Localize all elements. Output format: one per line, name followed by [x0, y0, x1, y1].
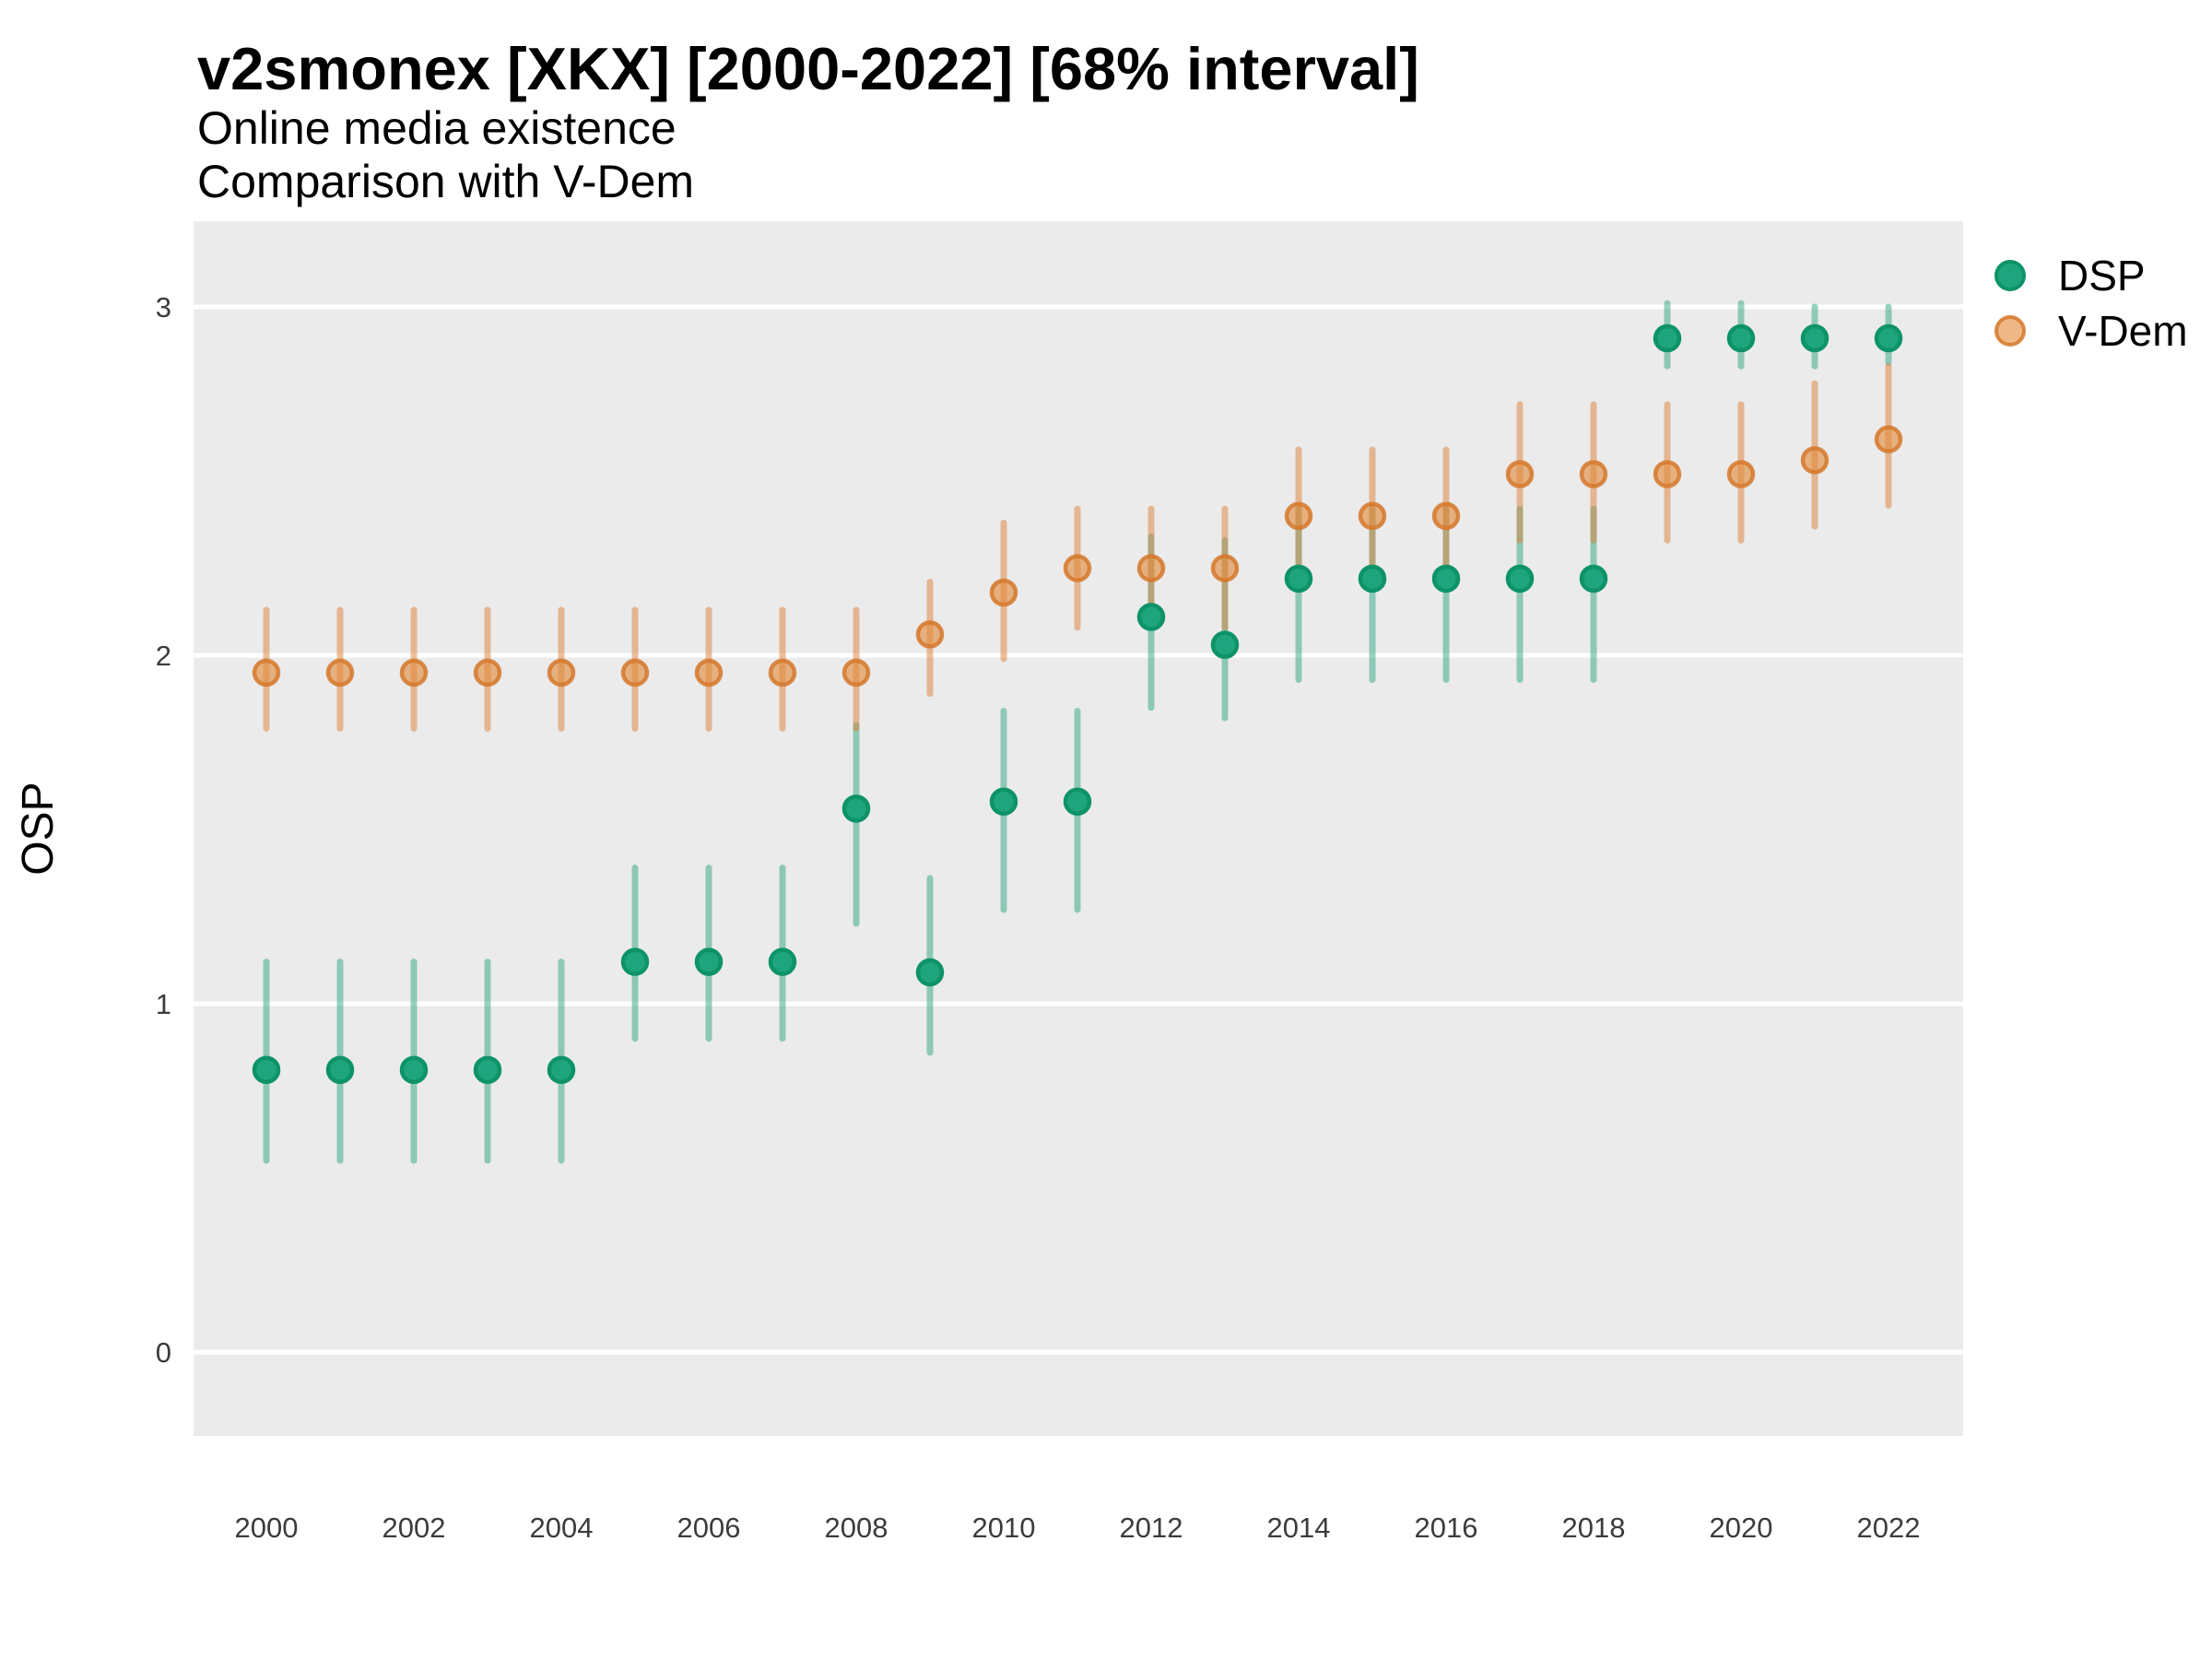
dsp-point-2014	[1284, 564, 1313, 594]
vdem-point-2014	[1284, 501, 1313, 531]
vdem-point-2016	[1431, 501, 1461, 531]
dsp-point-2018	[1579, 564, 1608, 594]
legend: DSP V-Dem	[1994, 252, 2188, 355]
vdem-point-2015	[1358, 501, 1387, 531]
vdem-point-2003	[473, 658, 502, 688]
y-tick-2: 2	[156, 640, 171, 672]
y-axis-labels: 3 2 1 0	[156, 291, 171, 1369]
chart-title: v2smonex [XKX] [2000-2022] [68% interval…	[197, 35, 1419, 102]
x-tick-2004: 2004	[530, 1512, 594, 1544]
dsp-point-2016	[1431, 564, 1461, 594]
x-tick-2020: 2020	[1710, 1512, 1773, 1544]
dsp-point-2004	[547, 1055, 576, 1085]
dsp-point-2008	[841, 794, 871, 823]
dsp-point-2009	[915, 958, 945, 987]
x-tick-2016: 2016	[1415, 1512, 1478, 1544]
x-tick-2000: 2000	[235, 1512, 299, 1544]
chart-subtitle-line1: Online media existence	[197, 102, 677, 154]
x-tick-2018: 2018	[1562, 1512, 1626, 1544]
dsp-point-2011	[1063, 787, 1092, 817]
vdem-point-2009	[915, 620, 945, 649]
dsp-point-2005	[620, 947, 650, 976]
dsp-point-2012	[1136, 603, 1166, 631]
dsp-point-2020	[1726, 324, 1756, 353]
vdem-point-2004	[547, 658, 576, 688]
vdem-point-2012	[1136, 554, 1166, 582]
vdem-point-2007	[768, 658, 797, 688]
vdem-point-2018	[1579, 460, 1608, 488]
x-tick-2022: 2022	[1857, 1512, 1921, 1544]
vdem-point-2020	[1726, 460, 1756, 488]
x-axis-labels: 2000 2002 2004 2006 2008 2010 2012 2014 2016 2018…	[235, 1512, 1921, 1544]
dsp-point-2010	[989, 787, 1018, 817]
vdem-point-2010	[989, 578, 1018, 607]
x-tick-2014: 2014	[1267, 1512, 1331, 1544]
vdem-point-2008	[841, 658, 871, 688]
dsp-point-2019	[1653, 324, 1682, 353]
y-tick-0: 0	[156, 1336, 171, 1369]
dsp-point-2002	[399, 1055, 429, 1085]
y-tick-3: 3	[156, 291, 171, 324]
y-tick-1: 1	[156, 988, 171, 1020]
vdem-point-2006	[694, 658, 724, 688]
dsp-points-layer	[252, 324, 1903, 1085]
legend-label-dsp: DSP	[2058, 252, 2146, 300]
dsp-point-2022	[1874, 324, 1903, 353]
legend-marker-vdem	[1994, 315, 2026, 347]
x-tick-2006: 2006	[677, 1512, 741, 1544]
x-tick-2002: 2002	[382, 1512, 446, 1544]
dsp-point-2013	[1210, 630, 1240, 659]
x-tick-2010: 2010	[972, 1512, 1036, 1544]
vdem-point-2005	[620, 658, 650, 688]
vdem-point-2021	[1800, 446, 1830, 475]
dsp-point-2000	[252, 1055, 281, 1085]
dsp-point-2015	[1358, 564, 1387, 594]
x-tick-2008: 2008	[825, 1512, 888, 1544]
legend-label-vdem: V-Dem	[2058, 307, 2188, 355]
y-axis-title: OSP	[14, 782, 63, 875]
dsp-point-2003	[473, 1055, 502, 1085]
vdem-point-2022	[1874, 425, 1903, 453]
dsp-point-2017	[1505, 564, 1535, 594]
vdem-point-2013	[1210, 554, 1240, 582]
dsp-point-2021	[1800, 324, 1830, 353]
vdem-point-2017	[1505, 460, 1535, 488]
x-tick-2012: 2012	[1120, 1512, 1183, 1544]
vdem-point-2001	[325, 658, 355, 688]
vdem-points-layer	[252, 425, 1903, 688]
dsp-point-2001	[325, 1055, 355, 1085]
vdem-point-2000	[252, 658, 281, 688]
vdem-point-2002	[399, 658, 429, 688]
chart-subtitle-line2: Comparison with V-Dem	[197, 156, 694, 207]
vdem-point-2019	[1653, 460, 1682, 488]
legend-marker-dsp	[1994, 260, 2026, 291]
vdem-point-2011	[1063, 554, 1092, 582]
dsp-point-2007	[768, 947, 797, 976]
dsp-point-2006	[694, 947, 724, 976]
